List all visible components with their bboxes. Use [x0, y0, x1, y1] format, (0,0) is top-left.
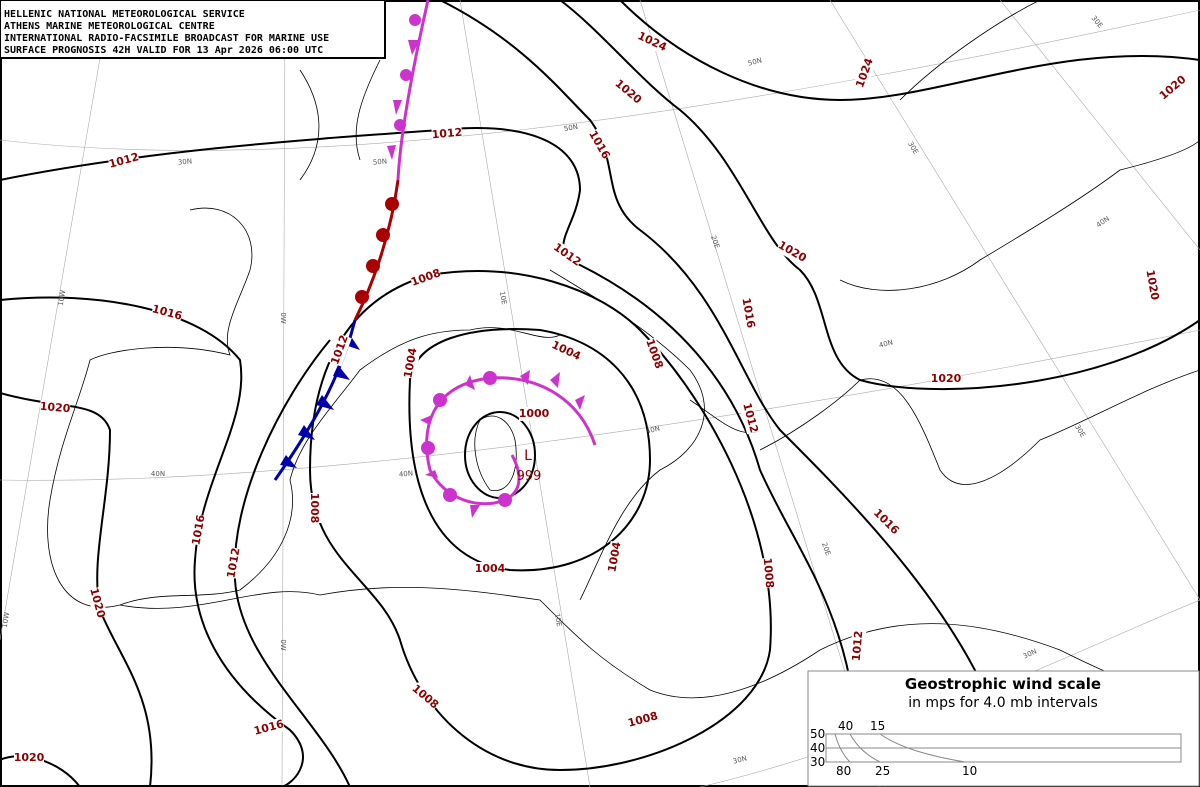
header-line: SURFACE PROGNOSIS 42H VALID FOR 13 Apr 2… [4, 45, 323, 56]
wind-scale-subtitle: in mps for 4.0 mb intervals [908, 695, 1098, 711]
graticule-label: 40N [878, 338, 894, 349]
label-bg [107, 150, 141, 172]
scale-speed: 80 [836, 764, 851, 778]
isobar-label: 1020 [931, 372, 962, 385]
isobar-label: 1004 [401, 346, 419, 379]
isobar-label: 1004 [605, 540, 623, 573]
wind-scale-title: Geostrophic wind scale [905, 675, 1101, 693]
label-bg [328, 333, 352, 367]
isobar-label: 1020 [39, 400, 71, 416]
isobar-label: 1004 [475, 562, 506, 575]
isobar-label: 1012 [431, 126, 463, 142]
label-bg [775, 238, 809, 266]
isobar-label: 1000 [519, 407, 550, 420]
isobar-label: 1020 [14, 751, 45, 764]
scale-speed: 10 [962, 764, 977, 778]
label-bg [739, 401, 761, 435]
label-bg [409, 681, 441, 713]
label-bg [853, 56, 877, 90]
label-bg [849, 630, 867, 662]
label-bg [626, 709, 660, 731]
label-bg [1157, 72, 1189, 104]
scale-lat: 30 [810, 755, 825, 769]
header-line: INTERNATIONAL RADIO-FACSIMILE BROADCAST … [4, 33, 329, 44]
label-bg [475, 562, 505, 576]
graticule-label: 50N [747, 56, 763, 67]
label-bg [307, 493, 321, 523]
label-bg [409, 266, 443, 290]
scale-lat: 40 [810, 741, 825, 755]
label-bg [612, 76, 644, 108]
graticule-label: 10W [57, 289, 68, 306]
label-bg [870, 506, 902, 538]
label-bg [1142, 269, 1162, 301]
graticule-label: 10E [553, 613, 563, 628]
label-bg [605, 541, 625, 573]
label-bg [401, 347, 421, 379]
label-bg [931, 372, 961, 386]
graticule-label: 40N [645, 424, 661, 435]
scale-lat: 50 [810, 727, 825, 741]
label-bg [519, 407, 549, 421]
header-box: HELLENIC NATIONAL METEOROLOGICAL SERVICE… [0, 0, 386, 59]
graticule-label: 30N [178, 157, 193, 166]
label-bg [150, 302, 184, 324]
low-pressure: 999 [517, 469, 542, 484]
label-bg [642, 337, 666, 371]
graticule-label: 0W [279, 639, 287, 650]
isobar-label: 1016 [739, 297, 757, 330]
isobar-label: 1012 [850, 630, 866, 662]
graticule-label: 40N [399, 469, 414, 478]
wind-scale: Geostrophic wind scale in mps for 4.0 mb… [807, 670, 1200, 787]
graticule-labels: 50N50N50N30N30E40N30E20E10E0W10W40N40N40… [1, 14, 1111, 765]
graticule-label: 50N [563, 123, 578, 133]
graticule-label: 0W [279, 312, 287, 323]
label-bg [550, 240, 584, 270]
label-bg [86, 586, 108, 620]
label-bg [224, 547, 244, 579]
label-bg [759, 557, 777, 589]
scale-speed: 40 [838, 719, 853, 733]
graticule-label: 10W [1, 611, 12, 628]
header-line: HELLENIC NATIONAL METEOROLOGICAL SERVICE [4, 9, 245, 20]
label-bg [252, 717, 286, 739]
isobar-label: 1012 [224, 547, 242, 579]
isobar-label: 1008 [761, 557, 777, 589]
graticule-label: 30N [732, 754, 748, 765]
graticule-label: 50N [373, 157, 388, 166]
graticule-label: 40N [151, 470, 165, 478]
graticule-label: 10E [498, 291, 508, 306]
low-center: L [524, 448, 532, 464]
label-bg [189, 514, 209, 546]
label-bg [549, 338, 583, 364]
header-line: ATHENS MARINE METEOROLOGICAL CENTRE [4, 21, 215, 32]
isobar-label: 1016 [189, 513, 207, 546]
label-bg [14, 751, 44, 765]
isobar-label: 1008 [308, 493, 321, 524]
isobar-label: 1020 [1143, 269, 1161, 302]
label-bg [431, 125, 463, 143]
label-bg [738, 297, 758, 329]
label-bg [635, 29, 669, 55]
label-bg [585, 128, 613, 162]
label-bg [39, 399, 71, 417]
scale-speed: 15 [870, 719, 885, 733]
scale-speed: 25 [875, 764, 890, 778]
